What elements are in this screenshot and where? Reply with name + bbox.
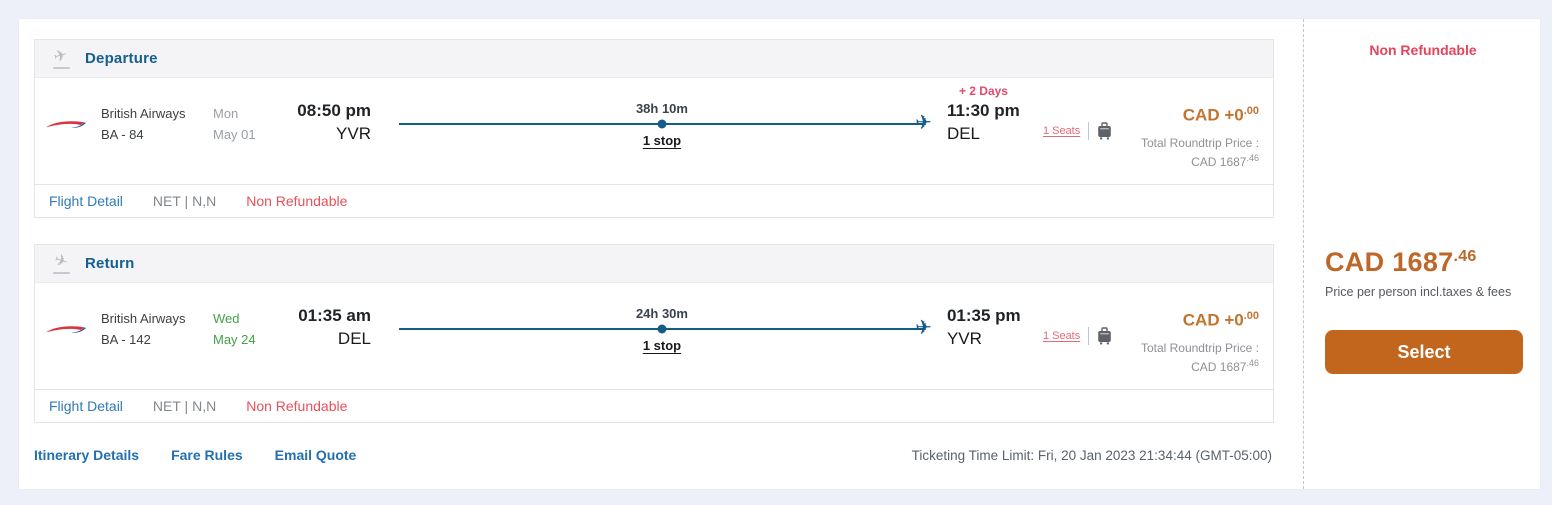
total-price-label: Total Roundtrip Price : [1140, 135, 1259, 150]
price-change: CAD +0.00 [1182, 310, 1259, 330]
refundability-label: Non Refundable [1369, 42, 1477, 58]
section-title: Departure [85, 50, 158, 67]
stops-link[interactable]: 1 stop [642, 337, 682, 353]
total-fare: CAD 1687.46 [1325, 247, 1477, 277]
plane-landing-icon: ✈ [49, 251, 73, 274]
flight-row: British Airways BA - 84 Mon May 01 08:50… [35, 78, 1273, 184]
flight-date: May 24 [213, 332, 256, 347]
plane-icon: ✈ [915, 111, 932, 134]
flight-detail-link[interactable]: Flight Detail [49, 193, 123, 209]
price-change: CAD +0.00 [1182, 105, 1259, 125]
return-header: ✈ Return [35, 245, 1273, 283]
fare-basis: NET | N,N [152, 398, 217, 414]
departure-airport: DEL [337, 328, 371, 348]
email-quote-link[interactable]: Email Quote [274, 447, 357, 463]
flight-number: BA - 142 [101, 332, 151, 347]
divider [1088, 327, 1090, 345]
stop-dot-icon [657, 119, 667, 128]
refundability-flag: Non Refundable [246, 193, 348, 209]
panel-divider [1303, 19, 1304, 489]
fare-option-card: ✈ Departure British Airways BA - 84 Mon … [18, 18, 1541, 490]
airline-logo [45, 117, 101, 132]
timeline-track: ✈ [399, 318, 932, 338]
flight-number: BA - 84 [101, 127, 144, 142]
departure-header: ✈ Departure [35, 40, 1273, 78]
price-note: Price per person incl.taxes & fees [1325, 285, 1512, 299]
select-button[interactable]: Select [1325, 330, 1523, 374]
plane-takeoff-icon: ✈ [49, 46, 73, 69]
departure-airport: YVR [336, 123, 371, 143]
flight-duration: 38h 10m [635, 100, 688, 116]
british-airways-speedmarque-icon [45, 325, 86, 333]
arrival-day-offset: + 2 Days [958, 84, 1008, 99]
departure-block: ✈ Departure British Airways BA - 84 Mon … [34, 39, 1274, 218]
stop-dot-icon [657, 324, 667, 333]
flight-day: Wed [213, 310, 240, 326]
arrival-airport: YVR [946, 328, 982, 348]
departure-time: 01:35 am [298, 306, 371, 326]
flight-timeline: 24h 30m ✈ 1 stop [399, 305, 932, 353]
flight-day: Mon [213, 105, 239, 121]
total-price-value: CAD 1687.46 [1191, 357, 1259, 374]
fare-rules-link[interactable]: Fare Rules [171, 447, 243, 463]
departure-time: 08:50 pm [297, 101, 371, 121]
british-airways-speedmarque-icon [45, 120, 86, 128]
fare-basis: NET | N,N [152, 193, 217, 209]
section-title: Return [85, 255, 135, 272]
price-summary-panel: Non Refundable CAD 1687.46 Price per per… [1304, 19, 1542, 491]
arrival-time: 01:35 pm [946, 306, 1021, 326]
airline-name: British Airways [101, 105, 186, 121]
total-price-label: Total Roundtrip Price : [1140, 340, 1259, 355]
return-block: ✈ Return British Airways BA - 142 Wed Ma… [34, 244, 1274, 423]
arrival-time: 11:30 pm [946, 101, 1020, 121]
seats-left[interactable]: 1 Seats [1042, 125, 1081, 137]
ticketing-time-limit: Ticketing Time Limit: Fri, 20 Jan 2023 2… [911, 447, 1272, 463]
stops-link[interactable]: 1 stop [642, 132, 682, 148]
flight-detail-link[interactable]: Flight Detail [49, 398, 123, 414]
arrival-airport: DEL [946, 123, 981, 143]
baggage-icon[interactable] [1097, 327, 1112, 345]
total-price-value: CAD 1687.46 [1191, 152, 1259, 169]
baggage-icon[interactable] [1097, 122, 1112, 140]
seats-left[interactable]: 1 Seats [1042, 330, 1081, 342]
flight-duration: 24h 30m [635, 305, 688, 321]
timeline-track: ✈ [399, 113, 932, 133]
itinerary-details-link[interactable]: Itinerary Details [34, 447, 140, 463]
divider [1088, 122, 1090, 140]
flight-date: May 01 [213, 127, 256, 142]
airline-logo [45, 322, 101, 337]
flight-timeline: 38h 10m ✈ 1 stop [399, 100, 932, 148]
itinerary-actions-row: Itinerary Details Fare Rules Email Quote… [34, 447, 1274, 463]
refundability-flag: Non Refundable [246, 398, 348, 414]
flight-row: British Airways BA - 142 Wed May 24 01:3… [35, 283, 1273, 389]
plane-icon: ✈ [915, 316, 932, 339]
airline-name: British Airways [101, 310, 186, 326]
